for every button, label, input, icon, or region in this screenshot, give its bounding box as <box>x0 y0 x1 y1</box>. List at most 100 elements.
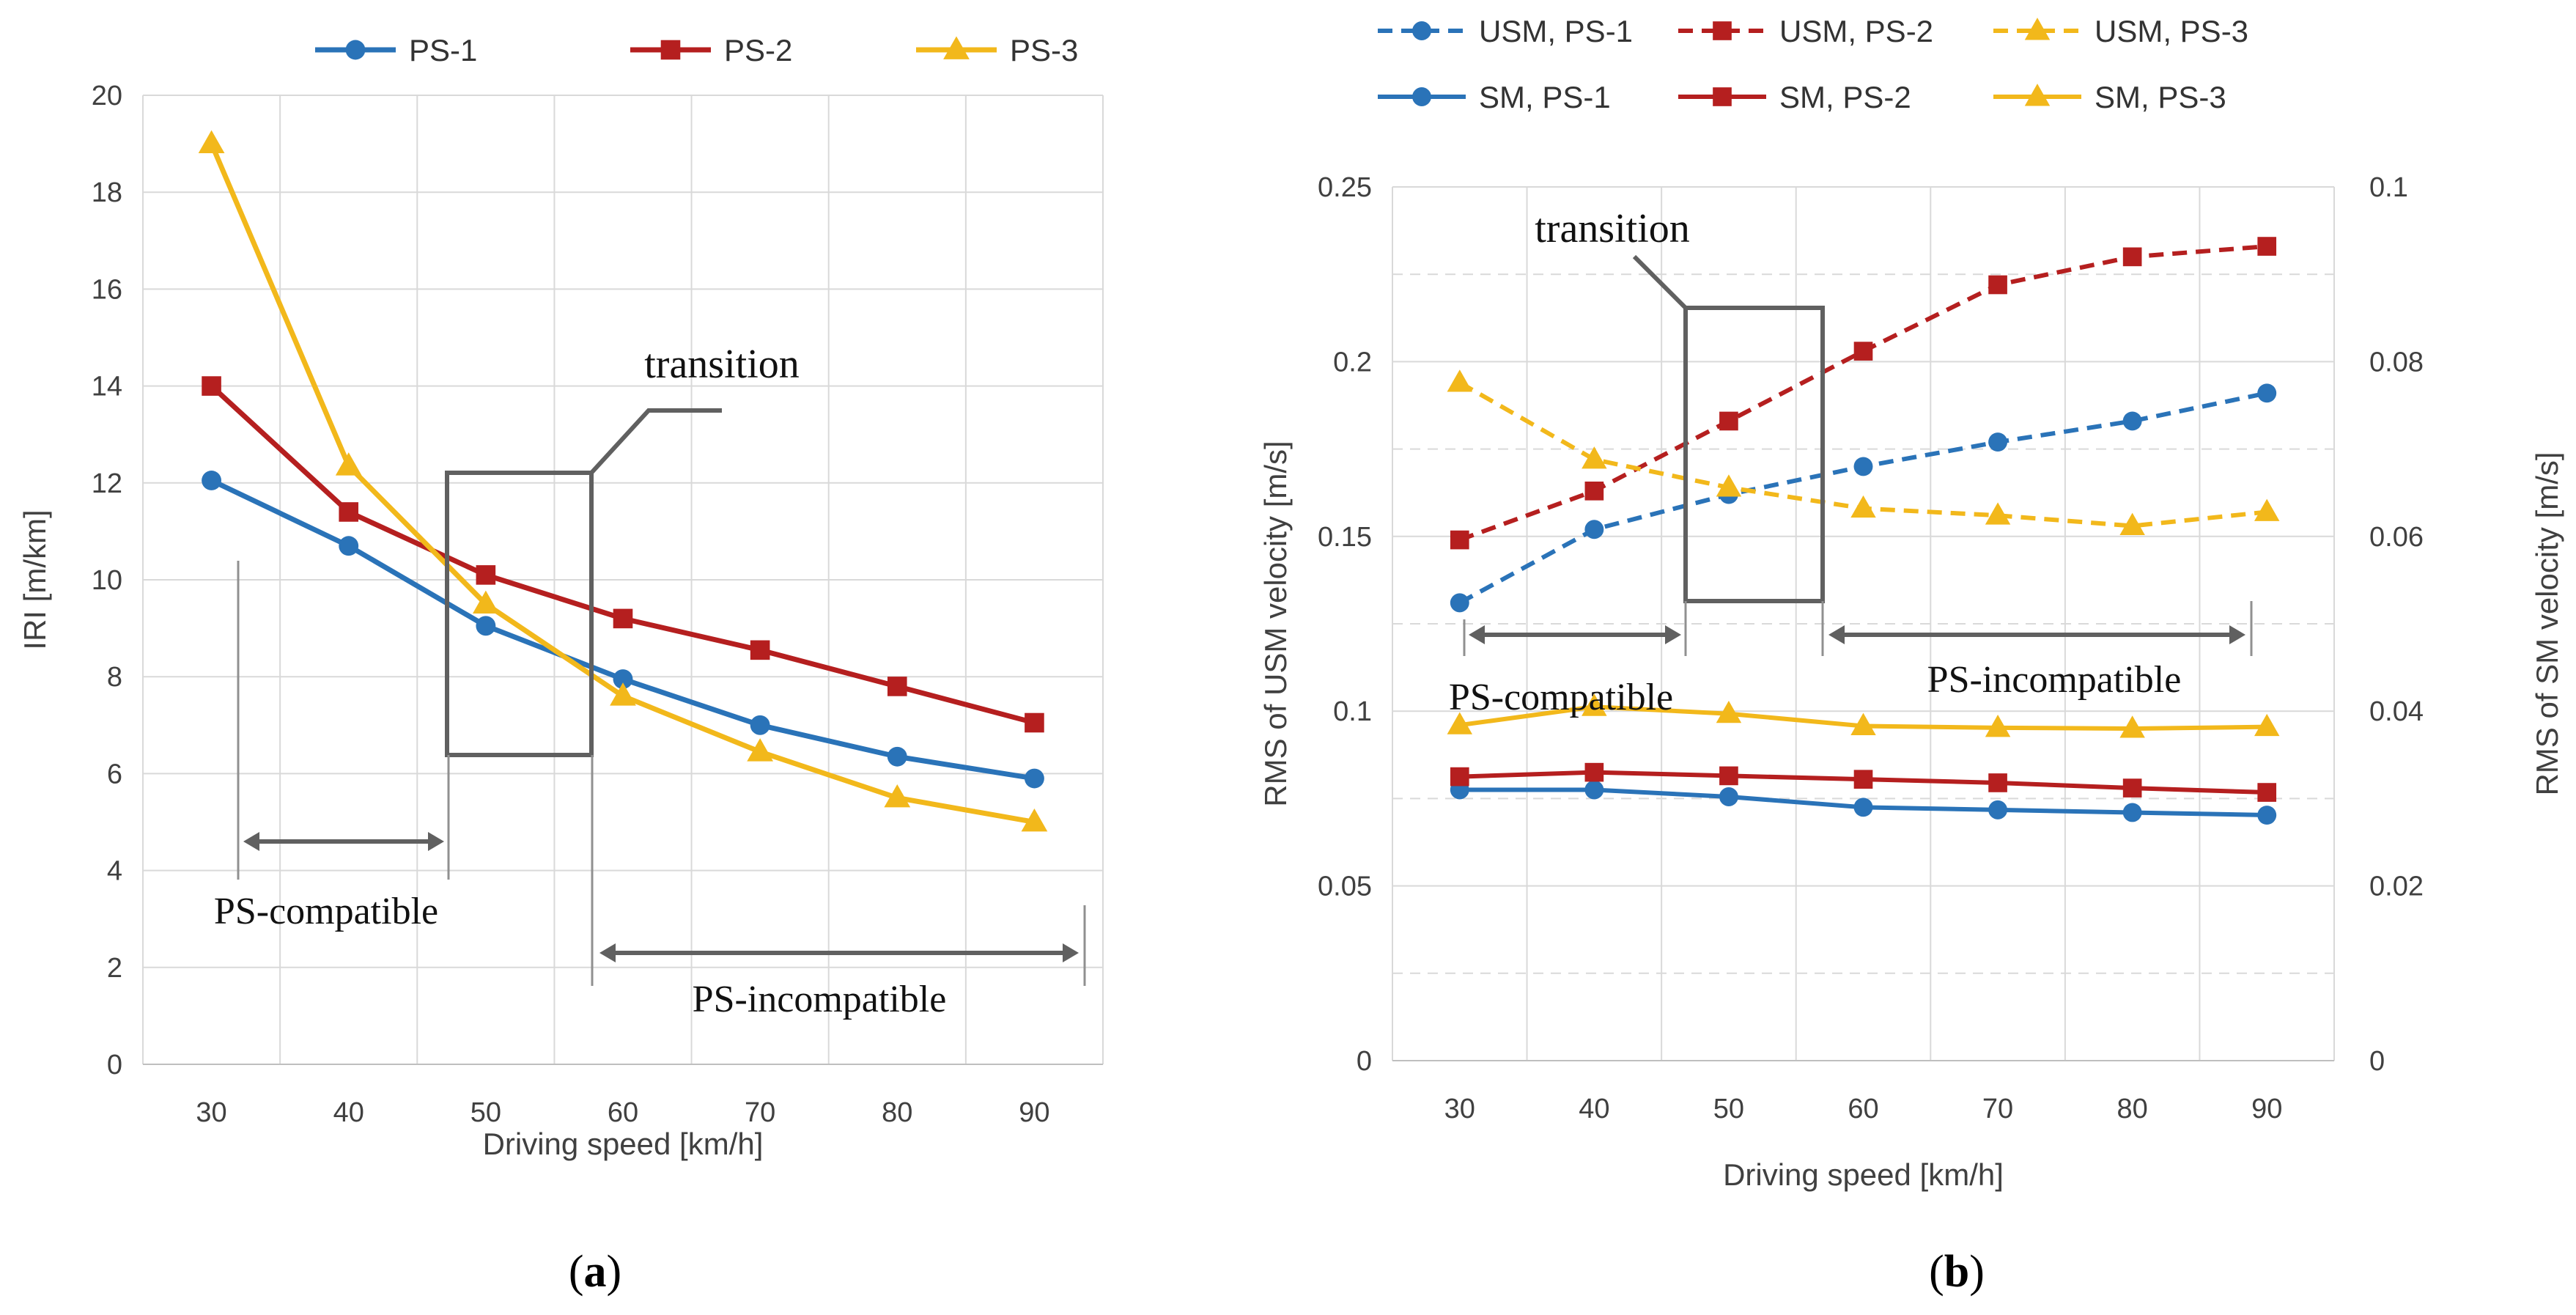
data-point <box>2257 783 2277 802</box>
x-tick-label: 50 <box>1713 1094 1744 1124</box>
y2-tick-label: 0 <box>2369 1046 2385 1077</box>
y-tick-label: 0 <box>107 1050 122 1080</box>
incompatible-label: PS-incompatible <box>693 979 947 1020</box>
incompatible-label: PS-incompatible <box>1927 659 2182 701</box>
y-tick-label: 8 <box>107 662 122 693</box>
legend-label: SM, PS-2 <box>1779 80 1911 114</box>
data-point <box>2257 806 2277 825</box>
y-tick-label: 0.15 <box>1318 522 1372 553</box>
y-tick-label: 0.25 <box>1318 172 1372 203</box>
data-point <box>2254 498 2280 521</box>
data-point <box>887 746 907 767</box>
data-point <box>747 738 774 762</box>
data-point <box>1025 712 1044 733</box>
legend-label: USM, PS-2 <box>1779 14 1933 48</box>
x-tick-label: 50 <box>470 1097 501 1128</box>
data-point <box>1582 693 1607 716</box>
panel-label-b-close: ) <box>1969 1247 1985 1297</box>
data-point <box>202 376 221 396</box>
x-tick-label: 90 <box>1019 1097 1049 1128</box>
y-tick-label: 16 <box>92 274 122 305</box>
data-point <box>2122 411 2142 431</box>
panel-label-a-close: ) <box>607 1247 622 1297</box>
data-point <box>1850 495 1876 518</box>
x-tick-label: 30 <box>196 1097 226 1128</box>
data-point <box>610 682 636 706</box>
x-axis-title: Driving speed [km/h] <box>1723 1157 2004 1192</box>
data-point <box>2122 803 2142 822</box>
panel-label-a-letter: a <box>584 1247 607 1297</box>
incompatible-arrow-head-left <box>599 943 616 962</box>
y-tick-label: 0 <box>1357 1046 1372 1077</box>
chart-panel-b: 0 0.05 0.1 0.15 0.2 0.25 0 0.02 0.04 0.06 0.08 0.1 3… <box>1258 14 2564 1192</box>
data-point <box>1716 700 1742 723</box>
legend-marker <box>2024 84 2051 106</box>
data-point <box>1021 808 1048 832</box>
data-point <box>1450 593 1469 613</box>
y-tick-label: 4 <box>107 856 122 887</box>
transition-box <box>1683 306 1825 603</box>
data-point <box>2122 778 2142 798</box>
y-tick-label: 0.05 <box>1318 872 1372 902</box>
transition-leader-line <box>1632 254 1688 310</box>
panel-label-a-open: ( <box>569 1247 584 1297</box>
y2-tick-label: 0.04 <box>2369 696 2424 727</box>
y2-tick-label: 0.02 <box>2369 872 2424 902</box>
data-point <box>472 590 499 614</box>
y-tick-label: 6 <box>107 759 122 789</box>
y-axis-title-left: RMS of USM velocity [m/s] <box>1258 441 1293 806</box>
data-point <box>1853 798 1873 817</box>
data-point <box>1447 369 1473 392</box>
x-tick-label: 90 <box>2251 1094 2282 1124</box>
data-point <box>476 565 496 585</box>
data-point <box>1584 520 1604 539</box>
legend-label: PS-2 <box>724 33 792 67</box>
y-tick-label: 0.1 <box>1333 696 1372 727</box>
data-point <box>1450 767 1469 787</box>
data-point <box>1584 762 1604 782</box>
compatible-arrow-head-right <box>428 832 444 851</box>
legend-label: SM, PS-1 <box>1479 80 1611 114</box>
data-point <box>1988 432 2008 452</box>
data-point <box>750 715 770 735</box>
legend-marker <box>345 40 366 60</box>
legend-marker <box>2024 18 2051 40</box>
chart-panel-a: 0 2 4 6 8 10 12 14 16 18 20 30 40 50 60 70 80 90 Driving s… <box>18 33 1104 1161</box>
legend-label: PS-3 <box>1010 33 1078 67</box>
y-tick-label: 20 <box>92 81 122 111</box>
x-tick-label: 40 <box>1579 1094 1609 1124</box>
data-point <box>2257 237 2277 256</box>
panel-label-a: (a) <box>569 1247 621 1297</box>
y-tick-label: 12 <box>92 468 122 499</box>
data-point <box>2257 383 2277 403</box>
y2-tick-label: 0.1 <box>2369 172 2408 203</box>
incompatible-arrow-head-right <box>1063 943 1079 962</box>
data-point <box>1716 474 1742 497</box>
x-axis-title: Driving speed [km/h] <box>483 1127 764 1161</box>
data-point <box>1985 715 2011 737</box>
data-point <box>750 640 770 660</box>
data-point <box>1853 457 1873 476</box>
x-tick-label: 60 <box>608 1097 638 1128</box>
data-point <box>1450 530 1469 550</box>
y-tick-label: 14 <box>92 372 122 402</box>
data-point <box>198 130 225 154</box>
data-point <box>1850 712 1876 735</box>
legend-marker <box>1713 21 1732 40</box>
x-tick-label: 80 <box>882 1097 912 1128</box>
data-point <box>335 452 362 476</box>
data-point <box>339 536 359 556</box>
data-point <box>887 677 907 696</box>
data-point <box>1985 502 2011 525</box>
data-point <box>1988 275 2007 295</box>
y2-tick-label: 0.06 <box>2369 522 2424 553</box>
data-point <box>2119 512 2145 535</box>
x-tick-label: 80 <box>2117 1094 2148 1124</box>
data-point <box>476 616 496 636</box>
data-point <box>884 784 911 808</box>
y-tick-label: 0.2 <box>1333 347 1372 377</box>
x-tick-label: 70 <box>745 1097 775 1128</box>
data-point <box>1853 342 1873 361</box>
compatible-arrow-head-right <box>1665 625 1681 644</box>
